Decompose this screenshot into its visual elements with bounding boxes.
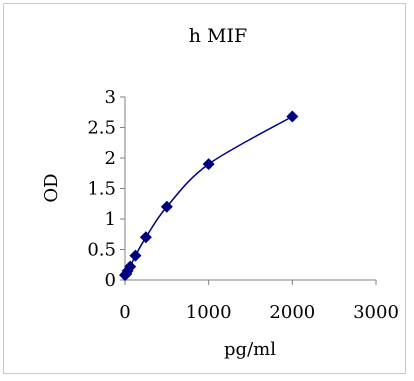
y-tick-label: 1.5 [87, 179, 116, 200]
x-tick-label: 2000 [269, 302, 315, 323]
y-tick-label: 2 [105, 148, 116, 169]
x-ticks: 0 1000 2000 3000 [119, 280, 399, 323]
data-point-marker [160, 200, 173, 213]
y-tick-label: 3 [105, 87, 116, 108]
chart-frame [3, 3, 406, 374]
y-tick-label: 2.5 [87, 118, 116, 139]
y-ticks: 0 0.5 1 1.5 2 2.5 3 [87, 87, 125, 291]
axes [124, 97, 376, 281]
x-axis-label: pg/ml [224, 339, 276, 360]
data-points [119, 110, 299, 282]
y-tick-label: 0 [105, 270, 116, 291]
x-tick-label: 3000 [353, 302, 399, 323]
data-point-marker [129, 249, 142, 262]
y-tick-label: 0.5 [87, 240, 116, 261]
y-axis-label: OD [41, 173, 62, 202]
data-point-marker [286, 110, 299, 123]
chart-title: h MIF [189, 25, 247, 47]
trendline [124, 115, 293, 276]
x-tick-label: 0 [119, 302, 130, 323]
data-point-marker [139, 231, 152, 244]
x-tick-label: 1000 [186, 302, 232, 323]
data-point-marker [124, 260, 137, 273]
y-tick-label: 1 [105, 209, 116, 230]
data-point-marker [202, 158, 215, 171]
